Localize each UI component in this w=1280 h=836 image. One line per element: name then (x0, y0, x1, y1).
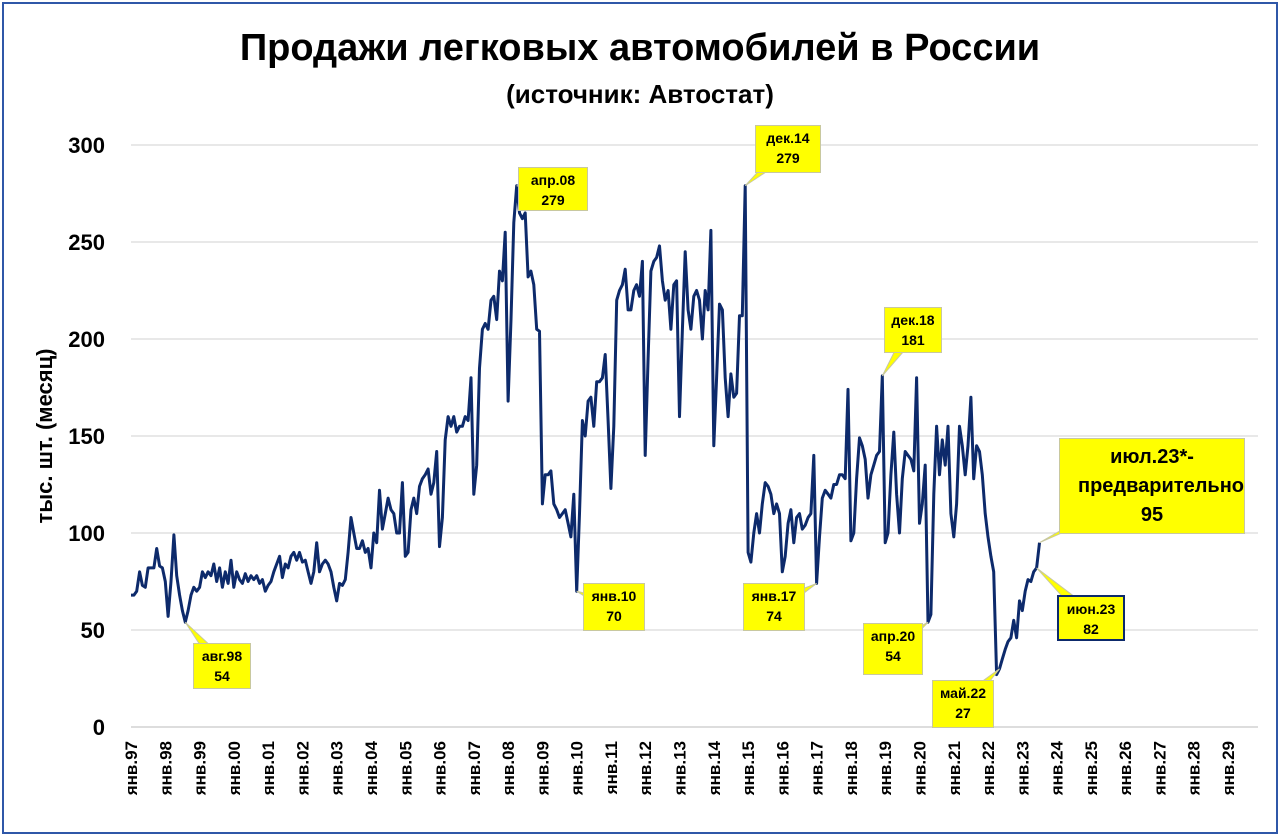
x-tick-label: янв.10 (568, 741, 587, 796)
x-tick-label: янв.18 (842, 741, 861, 796)
y-tick-label: 100 (68, 521, 105, 546)
annotation-label: авг.98 (201, 648, 243, 664)
annotation: май.22 27 (932, 680, 994, 728)
x-tick-label: янв.27 (1150, 741, 1169, 796)
annotation-label: дек.14 (766, 130, 810, 146)
annotation: апр.20 54 (863, 623, 923, 675)
y-tick-label: 200 (68, 327, 105, 352)
x-tick-label: янв.25 (1082, 741, 1101, 796)
x-tick-label: янв.05 (396, 741, 415, 796)
y-tick-label: 0 (93, 715, 105, 740)
x-tick-label: янв.98 (156, 741, 175, 796)
annotation-label: июл.23*- предварительно (1078, 446, 1244, 497)
chart-title: Продажи легковых автомобилей в России (240, 27, 1040, 69)
x-tick-label: янв.13 (671, 741, 690, 796)
x-tick-label: янв.22 (979, 741, 998, 796)
annotation-label: май.22 (939, 685, 987, 701)
annotation-value: 54 (214, 668, 230, 684)
x-tick-label: янв.28 (1185, 741, 1204, 796)
annotation: янв.10 70 (583, 583, 645, 631)
x-tick-label: янв.19 (876, 741, 895, 796)
y-tick-label: 250 (68, 230, 105, 255)
annotation: апр.08 279 (518, 167, 588, 211)
y-tick-label: 50 (81, 618, 105, 643)
x-tick-label: янв.03 (328, 741, 347, 796)
annotation-label: дек.18 (891, 312, 935, 328)
annotation: дек.14 279 (755, 125, 821, 173)
annotation: дек.18 181 (884, 307, 942, 353)
annotation-value: 279 (541, 192, 565, 208)
annotation-value: 95 (1140, 504, 1164, 526)
x-tick-label: янв.04 (362, 740, 381, 796)
x-tick-label: янв.21 (945, 741, 964, 796)
annotation: авг.98 54 (193, 643, 251, 689)
x-tick-label: янв.01 (259, 741, 278, 796)
x-tick-label: янв.07 (465, 741, 484, 796)
annotation-value: 181 (901, 332, 925, 348)
x-tick-label: янв.15 (739, 741, 758, 796)
annotation-value: 279 (776, 150, 800, 166)
x-tick-label: янв.20 (910, 741, 929, 796)
x-tick-label: янв.12 (636, 741, 655, 796)
annotation-label: янв.10 (591, 588, 637, 604)
annotation-label: янв.17 (751, 588, 797, 604)
y-tick-label: 300 (68, 133, 105, 158)
annotation-value: 82 (1083, 621, 1099, 637)
x-tick-label: янв.23 (1013, 741, 1032, 796)
x-tick-label: янв.97 (122, 741, 141, 796)
chart-subtitle: (источник: Автостат) (506, 79, 774, 109)
x-tick-label: янв.17 (808, 741, 827, 796)
annotation-value: 70 (606, 608, 622, 624)
annotation: июн.23 82 (1057, 595, 1125, 641)
y-axis-label: тыс. шт. (месяц) (32, 349, 57, 524)
x-tick-label: янв.26 (1116, 741, 1135, 796)
x-tick-label: янв.02 (293, 741, 312, 796)
x-tick-label: янв.24 (1048, 740, 1067, 796)
x-tick-label: янв.14 (705, 740, 724, 796)
line-series (131, 184, 1041, 677)
y-tick-label: 150 (68, 424, 105, 449)
x-tick-label: янв.29 (1219, 741, 1238, 796)
annotation: янв.17 74 (743, 583, 805, 631)
x-tick-label: янв.06 (431, 741, 450, 796)
x-tick-label: янв.08 (499, 741, 518, 796)
annotation-value: 27 (955, 705, 971, 721)
annotation-label: апр.08 (530, 172, 576, 188)
annotation-label: июн.23 (1066, 601, 1116, 617)
x-tick-label: янв.00 (225, 741, 244, 796)
x-tick-label: янв.11 (602, 741, 621, 795)
x-tick-label: янв.99 (191, 741, 210, 796)
annotation-label: апр.20 (870, 628, 916, 644)
x-tick-label: янв.09 (533, 741, 552, 796)
x-tick-label: янв.16 (773, 741, 792, 796)
annotation-value: 74 (766, 608, 782, 624)
annotation: июл.23*- предварительно 95 (1059, 438, 1245, 534)
annotation-value: 54 (885, 648, 901, 664)
